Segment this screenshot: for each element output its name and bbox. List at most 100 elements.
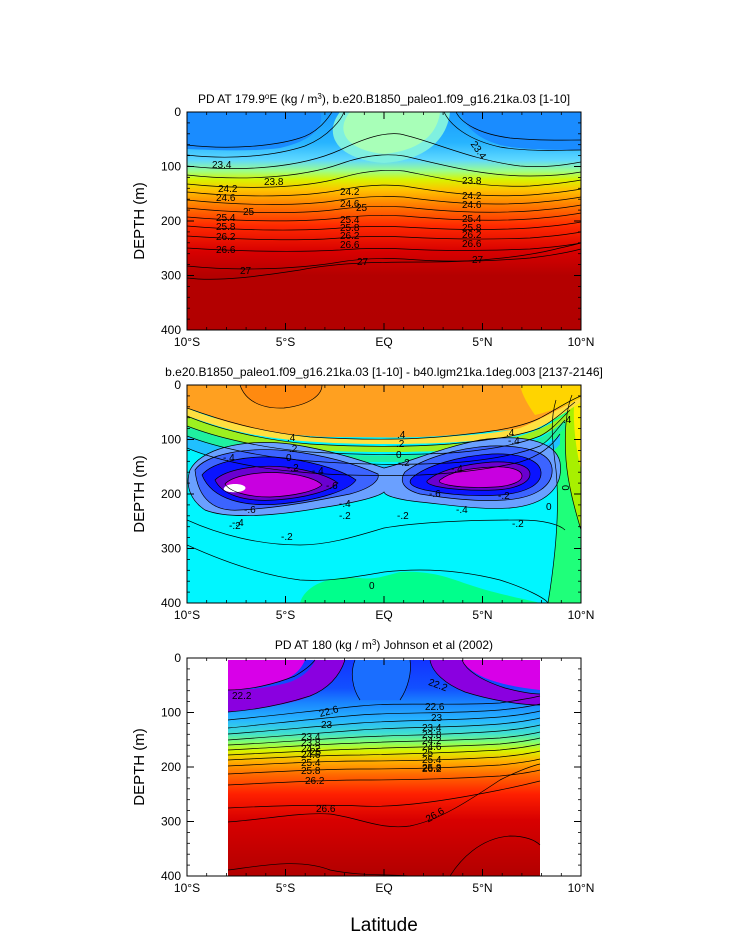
x-tick-label: 5°N (472, 881, 492, 895)
contour-label: .2 (396, 439, 405, 450)
x-tick-label: 10°S (174, 881, 200, 895)
contour-label: -.4 (508, 436, 520, 447)
contour-label: 25.8 (216, 222, 236, 233)
panel-2-contour-labels: .4 .4 .4 .4 .2 .2 0 0 -.2 -.2 -.4 -.4 -.… (223, 415, 572, 592)
y-tick-label: 0 (174, 105, 181, 119)
contour-label: 24.2 (218, 184, 238, 195)
x-tick-label: EQ (375, 881, 392, 895)
contour-label: -.2 (287, 463, 299, 474)
contour-label: 26.2 (305, 776, 325, 787)
panel-2-plot-area: .4 .4 .4 .4 .2 .2 0 0 -.2 -.2 -.4 -.4 -.… (187, 385, 581, 603)
contour-label: 24.6 (216, 193, 236, 204)
contour-label: 0 (546, 502, 552, 513)
contour-label: .4 (506, 428, 515, 439)
contour-label: -.2 (398, 458, 410, 469)
panel-1-title: PD AT 179.9oE (kg / m3), b.e20.B1850_pal… (198, 92, 570, 106)
contour-label: -.2 (397, 511, 409, 522)
contour-label: 27 (357, 257, 369, 268)
contour-label: 24.2 (422, 736, 442, 747)
contour-label: 23.8 (301, 738, 321, 749)
contour-label: -.4 (456, 505, 468, 516)
y-tick-label: 300 (161, 542, 181, 556)
panel-3-title: PD AT 180 (kg / m3) Johnson et al (2002) (275, 638, 493, 652)
contour-label: 27 (240, 266, 252, 277)
contour-label: 24.2 (301, 744, 321, 755)
contour-label: 25.4 (422, 755, 442, 766)
x-tick-label: 10°N (568, 335, 595, 349)
y-tick-label: 200 (161, 214, 181, 228)
contour-label: 24.6 (301, 750, 321, 761)
x-tick-label: 10°S (174, 608, 200, 622)
contour-label: 22.6 (318, 704, 340, 720)
contour-label: 23.8 (462, 176, 482, 187)
contour-label: 26.6 (316, 804, 336, 815)
contour-label: -.6 (244, 505, 256, 516)
y-tick-label: 100 (161, 433, 181, 447)
panel-1-plot-area: 23.4 23.4 23.8 23.8 24.2 24.2 24.2 24.6 … (187, 112, 581, 330)
contour-label: 25.4 (301, 758, 321, 769)
y-tick-label: 400 (161, 323, 181, 337)
contour-label: -.4 (223, 453, 235, 464)
x-tick-label: EQ (375, 608, 392, 622)
contour-label: 23.8 (422, 730, 442, 741)
y-tick-label: 200 (161, 760, 181, 774)
contour-label: 25.4 (216, 213, 236, 224)
contour-label: 0 (396, 450, 402, 461)
contour-label: 0 (369, 581, 375, 592)
contour-label: -.6 (429, 489, 441, 500)
panel-3-contour-lines (227, 659, 541, 876)
y-tick-label: 200 (161, 487, 181, 501)
panel-3-ylabel: DEPTH (m) (131, 728, 148, 806)
panel-2-ylabel: DEPTH (m) (131, 455, 148, 533)
y-tick-label: 100 (161, 706, 181, 720)
contour-label: 25.4 (462, 214, 482, 225)
contour-label: 23.4 (301, 732, 321, 743)
y-tick-label: 0 (174, 378, 181, 392)
y-tick-label: 400 (161, 869, 181, 883)
contour-label: 26.2 (216, 232, 236, 243)
contour-label: 26.6 (216, 245, 236, 256)
y-tick-label: 0 (174, 651, 181, 665)
panel-2-contour-lines (187, 385, 581, 603)
contour-label: 26.6 (340, 240, 360, 251)
contour-label: -.4 (232, 518, 244, 529)
contour-label: 26.2 (462, 230, 482, 241)
x-axis-label: Latitude (350, 915, 418, 936)
contour-label: 23.4 (422, 723, 442, 734)
x-tick-label: EQ (375, 335, 392, 349)
contour-label: 23.8 (264, 177, 284, 188)
contour-label: .2 (289, 444, 298, 455)
contour-label: 25.8 (422, 763, 442, 774)
contour-label: 25 (310, 747, 322, 758)
panel-3-plot-area: 22.2 22.2 22.6 22.6 23 23 23.4 23.4 23.8… (187, 658, 581, 876)
contour-label: -.2 (498, 491, 510, 502)
contour-label: -.2 (512, 519, 524, 530)
contour-label: 25.8 (462, 223, 482, 234)
x-tick-label: 5°S (276, 881, 295, 895)
contour-label: .4 (397, 430, 406, 441)
contour-label: 0 (286, 453, 292, 464)
contour-label: .4 (287, 433, 296, 444)
panel-3: PD AT 180 (kg / m3) Johnson et al (2002) (131, 638, 594, 895)
panel-1-contour-labels: 23.4 23.4 23.8 23.8 24.2 24.2 24.2 24.6 … (212, 139, 488, 277)
contour-label: 22.6 (425, 702, 445, 713)
panel-1-ylabel: DEPTH (m) (131, 182, 148, 260)
contour-label: -.6 (326, 481, 338, 492)
contour-label: 26.2 (422, 764, 442, 775)
panel-1: PD AT 179.9oE (kg / m3), b.e20.B1850_pal… (131, 92, 594, 349)
contour-label: 25.8 (301, 766, 321, 777)
x-tick-label: 10°N (568, 881, 595, 895)
contour-label: 23 (431, 713, 443, 724)
contour-label: -.2 (229, 521, 241, 532)
contour-label: 0 (559, 485, 570, 491)
contour-label: 27 (472, 255, 484, 266)
contour-label: 26.6 (462, 239, 482, 250)
contour-label: 24.2 (340, 187, 360, 198)
panel-2-title: b.e20.B1850_paleo1.f09_g16.21ka.03 [1-10… (165, 365, 603, 379)
contour-label: 24.6 (462, 200, 482, 211)
y-tick-label: 300 (161, 269, 181, 283)
